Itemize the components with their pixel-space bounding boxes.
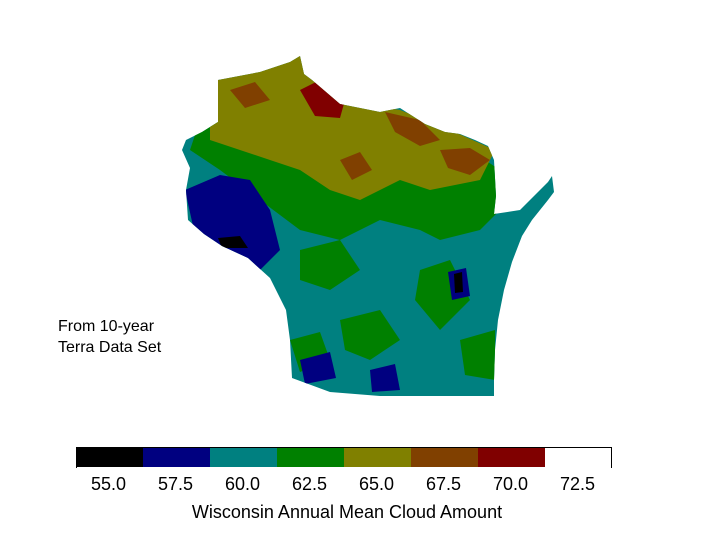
colorbar-right-tick bbox=[611, 448, 612, 468]
colorbar-tick-labels: 55.0 57.5 60.0 62.5 65.0 67.5 70.0 72.5 bbox=[0, 474, 720, 496]
colorbar-left-tick bbox=[76, 448, 77, 468]
cloud-band-62-5 bbox=[300, 240, 360, 290]
colorbar-tick-label: 55.0 bbox=[90, 474, 127, 494]
cloud-band-62-5 bbox=[460, 330, 495, 380]
cloud-band-57-5 bbox=[300, 352, 336, 384]
data-source-note: From 10-year Terra Data Set bbox=[58, 316, 161, 358]
colorbar-segment bbox=[545, 448, 612, 467]
colorbar bbox=[76, 447, 612, 468]
colorbar-segment bbox=[277, 448, 344, 467]
colorbar-segment bbox=[344, 448, 411, 467]
colorbar-segment bbox=[411, 448, 478, 467]
colorbar-tick-label: 57.5 bbox=[157, 474, 194, 494]
cloud-band-67-5 bbox=[440, 148, 490, 175]
cloud-band-57-5 bbox=[185, 175, 280, 270]
colorbar-tick-label: 67.5 bbox=[425, 474, 462, 494]
colorbar-title: Wisconsin Annual Mean Cloud Amount bbox=[191, 502, 503, 522]
cloud-band-67-5 bbox=[230, 82, 270, 108]
colorbar-segment bbox=[478, 448, 545, 467]
cloud-band-62-5 bbox=[340, 310, 400, 360]
cloud-band-57-5 bbox=[370, 364, 400, 392]
map-fill bbox=[182, 56, 554, 396]
colorbar-segment bbox=[143, 448, 210, 467]
cloud-band-70-0 bbox=[300, 80, 345, 118]
colorbar-segment bbox=[76, 448, 143, 467]
cloud-band-55-0 bbox=[218, 236, 248, 248]
note-line-1: From 10-year bbox=[58, 318, 155, 335]
colorbar-segment bbox=[210, 448, 277, 467]
cloud-band-67-5 bbox=[385, 112, 440, 146]
colorbar-tick-label: 65.0 bbox=[358, 474, 395, 494]
cloud-band-55-0 bbox=[454, 272, 463, 293]
cloud-band-67-5 bbox=[340, 152, 372, 180]
colorbar-tick-label: 72.5 bbox=[559, 474, 596, 494]
cloud-band-65-0 bbox=[210, 56, 495, 200]
colorbar-tick-label: 70.0 bbox=[492, 474, 529, 494]
colorbar-tick-label: 60.0 bbox=[224, 474, 261, 494]
note-line-2: Terra Data Set bbox=[58, 339, 162, 356]
colorbar-tick-label: 62.5 bbox=[291, 474, 328, 494]
